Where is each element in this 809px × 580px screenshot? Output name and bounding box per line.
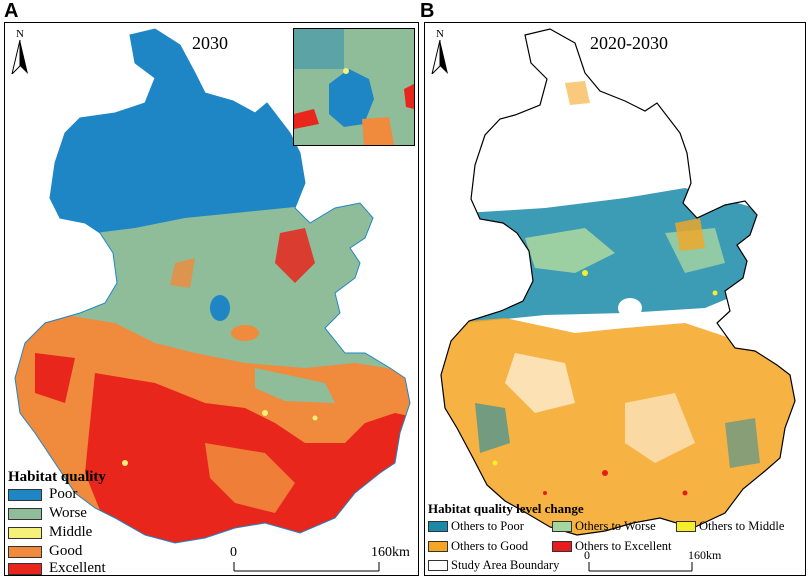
north-arrow-icon [11,39,28,76]
legend-title-a: Habitat quality [8,469,106,485]
north-arrow-icon [431,39,448,76]
map-title-a: 2030 [192,33,228,53]
habitat-change-map-2020-2030 [440,28,796,536]
legend-item-poor: Poor [8,486,77,503]
legend-swatch [552,521,572,532]
legend-label: Middle [49,524,93,540]
legend-label: Poor [49,486,78,502]
legend-swatch [552,541,572,552]
legend-label: Good [49,543,83,559]
legend-label: Excellent [49,560,106,576]
legend-label: Others to Worse [575,519,656,533]
map-frame-a [4,22,419,576]
legend-swatch [8,562,42,575]
panel-letter-a: A [4,0,19,22]
map-frame-b [424,22,806,576]
legend-label: Study Area Boundary [451,558,560,572]
scale-end-a: 160km [371,545,410,560]
legend-item-excellent: Excellent [8,560,106,577]
legend-swatch [428,560,448,571]
inset-map [293,28,415,146]
legend-item-others-to-middle: Others to Middle [676,519,784,534]
legend-item-others-to-poor: Others to Poor [428,519,524,534]
north-arrow-a: N [10,28,30,79]
scale-start-b: 0 [584,548,590,562]
legend-label: Others to Excellent [575,539,672,553]
legend-label: Worse [49,505,87,521]
legend-item-worse: Worse [8,505,87,522]
legend-swatch [8,507,42,520]
legend-swatch [8,545,42,558]
legend-title-b: Habitat quality level change [428,501,584,516]
legend-label: Others to Good [451,539,529,553]
inset-map-graphic [294,29,414,145]
legend-swatch [676,521,696,532]
legend-swatch [8,488,42,501]
habitat-quality-map-2030 [14,28,411,544]
legend-swatch [428,541,448,552]
scale-start-a: 0 [230,545,237,560]
legend-swatch [428,521,448,532]
scale-bar-a [233,562,380,572]
legend-label: Others to Poor [451,519,524,533]
map-title-b: 2020-2030 [590,33,668,53]
legend-label: Others to Middle [699,519,785,533]
legend-item-study-area-boundary: Study Area Boundary [428,558,559,573]
scale-end-b: 160km [688,548,722,562]
scale-bar-b [588,562,693,572]
north-arrow-b: N [430,28,450,79]
north-label-b: N [436,28,444,40]
north-label-a: N [16,28,24,40]
legend-item-middle: Middle [8,524,92,541]
panel-letter-b: B [420,0,435,22]
legend-item-good: Good [8,543,82,560]
legend-item-others-to-excellent: Others to Excellent [552,539,672,554]
legend-swatch [8,526,42,539]
legend-item-others-to-good: Others to Good [428,539,528,554]
legend-item-others-to-worse: Others to Worse [552,519,656,534]
